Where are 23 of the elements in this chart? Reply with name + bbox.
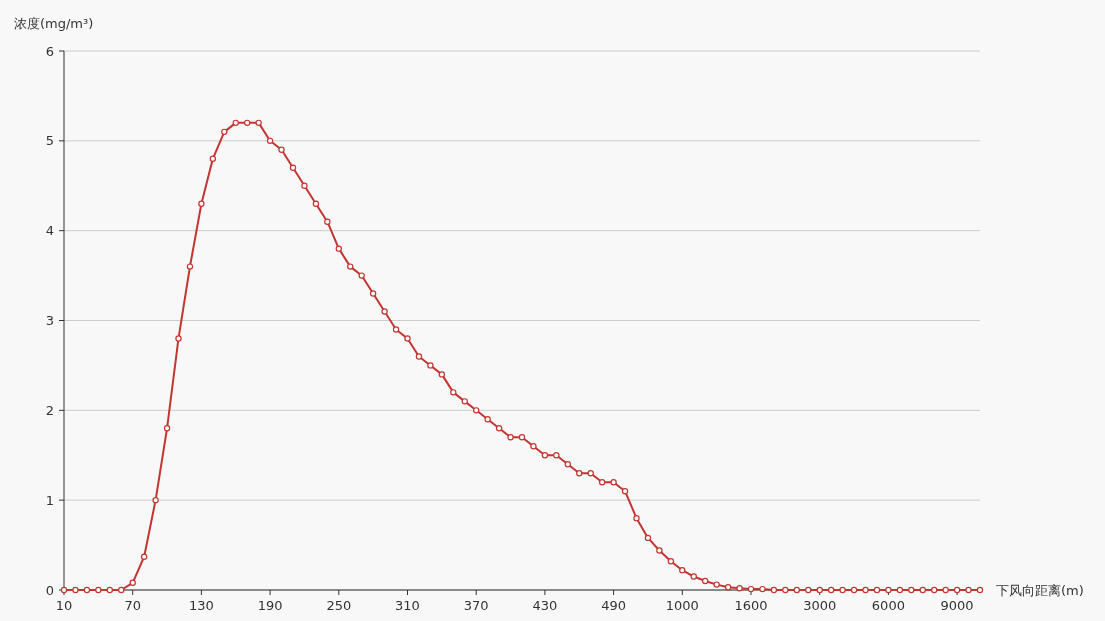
x-tick-label: 6000 bbox=[871, 598, 905, 613]
x-tick-label: 9000 bbox=[940, 598, 974, 613]
x-tick-label: 310 bbox=[395, 598, 420, 613]
y-tick-label: 0 bbox=[45, 582, 54, 598]
y-tick-label: 4 bbox=[45, 223, 54, 239]
x-axis-title: 下风向距离(m) bbox=[996, 583, 1084, 598]
x-tick-label: 430 bbox=[532, 598, 558, 613]
x-tick-label: 1000 bbox=[665, 598, 699, 613]
x-tick-label: 1600 bbox=[734, 598, 768, 613]
x-tick-label: 250 bbox=[326, 598, 352, 613]
y-tick-label: 5 bbox=[45, 133, 54, 149]
x-tick-label: 370 bbox=[463, 598, 489, 613]
x-tick-label: 490 bbox=[601, 598, 627, 613]
y-axis-title: 浓度(mg/m³) bbox=[14, 16, 94, 31]
x-tick-label: 190 bbox=[257, 598, 283, 613]
y-tick-label: 1 bbox=[45, 492, 54, 508]
x-tick-label: 70 bbox=[124, 598, 141, 613]
y-tick-label: 6 bbox=[45, 43, 54, 59]
y-tick-label: 2 bbox=[45, 402, 54, 418]
x-tick-label: 10 bbox=[55, 598, 73, 613]
x-tick-label: 3000 bbox=[803, 598, 837, 613]
x-tick-label: 130 bbox=[188, 598, 214, 613]
y-tick-label: 3 bbox=[45, 313, 54, 329]
